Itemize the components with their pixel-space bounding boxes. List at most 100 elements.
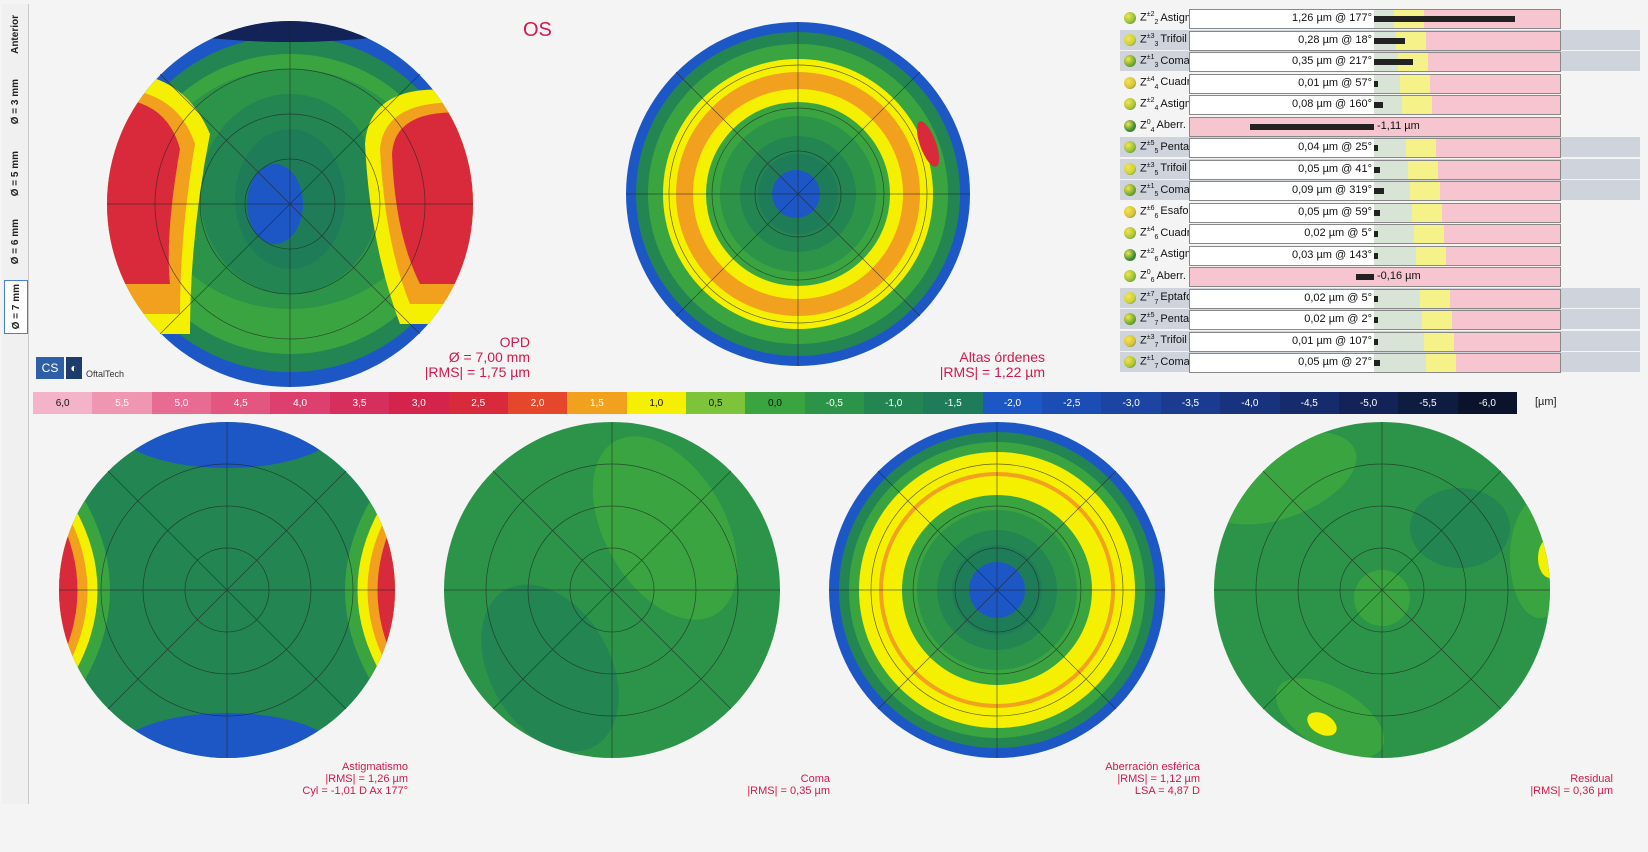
diameter-6mm-label: Ø = 6 mm [9, 219, 21, 265]
diameter-5mm-button[interactable]: Ø = 5 mm [4, 142, 26, 206]
zernike-row[interactable]: Z±55 Pentafoil 0,04 µm @ 25° [1120, 137, 1640, 158]
zernike-order: 6 [1154, 233, 1159, 241]
tolerance-bands [1374, 203, 1560, 222]
tolerance-bands [1374, 74, 1560, 93]
zernike-row[interactable]: Z±66 Esafoil 0,05 µm @ 59° [1120, 202, 1640, 223]
zernike-value-bar: 0,02 µm @ 5° [1189, 288, 1561, 309]
residual-map[interactable] [1210, 418, 1555, 763]
zernike-mode-icon [1124, 356, 1136, 368]
tolerance-band [1444, 225, 1560, 243]
tolerance-band [1452, 311, 1560, 329]
zernike-frequency: ±5 [1146, 312, 1155, 319]
zernike-row[interactable]: Z±17 Coma III 0,05 µm @ 27° [1120, 352, 1640, 373]
zernike-mode-icon [1124, 141, 1136, 153]
tolerance-band [1374, 182, 1410, 200]
magnitude-bar [1374, 37, 1406, 44]
magnitude-bar [1356, 274, 1374, 280]
zernike-row[interactable]: Z±15 Coma II 0,09 µm @ 319° [1120, 180, 1640, 201]
spherical-aberration-map[interactable] [825, 418, 1170, 763]
color-scale: 6,0 5,5 5,0 4,5 4,0 3,5 3,0 2,5 2,0 1,5 1,0 0,5 0,0-… [33, 392, 1517, 414]
scale-step: -4,0 [1220, 392, 1280, 414]
zernike-symbol: Z [1140, 291, 1147, 304]
zernike-symbol: Z [1140, 140, 1147, 153]
zernike-frequency: 0 [1146, 269, 1151, 276]
zernike-value-bar: 0,09 µm @ 319° [1189, 181, 1561, 201]
zernike-row[interactable]: Z±13 Coma 0,35 µm @ 217° [1120, 51, 1640, 72]
zernike-order: 5 [1154, 169, 1159, 177]
zernike-symbol: Z [1140, 162, 1147, 175]
tolerance-bands [1374, 225, 1560, 243]
scale-step: -2,0 [982, 392, 1043, 414]
tolerance-bands [1374, 160, 1560, 179]
zernike-order: 6 [1154, 212, 1159, 220]
zernike-value: 0,01 µm @ 57° [1298, 76, 1372, 89]
zernike-symbol: Z [1140, 248, 1147, 261]
magnitude-bar [1374, 252, 1378, 259]
spherical-caption: Aberración esférica |RMS| = 1,12 µm LSA … [1060, 761, 1200, 797]
zernike-frequency: ±2 [1146, 97, 1155, 104]
tolerance-band [1374, 74, 1400, 93]
astigmatism-rms: |RMS| = 1,26 µm [325, 773, 408, 785]
scale-step: 2,5 [448, 392, 508, 414]
tolerance-band [1414, 225, 1444, 243]
zernike-row[interactable]: Z±57 Pentafoil II 0,02 µm @ 2° [1120, 309, 1640, 330]
surface-anterior-button[interactable]: Anterior [4, 8, 26, 60]
zernike-value: 0,35 µm @ 217° [1292, 55, 1372, 67]
spherical-lsa: LSA = 4,87 D [1134, 785, 1200, 797]
zernike-value-bar: 0,01 µm @ 107° [1189, 331, 1561, 352]
scale-step: -6,0 [1457, 392, 1517, 414]
scale-step: 1,0 [626, 392, 686, 414]
zernike-value-bar: -1,11 µm [1189, 116, 1561, 137]
coma-caption: Coma |RMS| = 0,35 µm [700, 773, 830, 797]
coma-map[interactable] [440, 418, 785, 763]
zernike-frequency: ±5 [1146, 140, 1155, 147]
opd-caption: OPD Ø = 7,00 mm |RMS| = 1,75 µm [400, 335, 530, 380]
zernike-mode-icon [1124, 76, 1136, 89]
zernike-row[interactable]: Z±33 Trifoil 0,28 µm @ 18° [1120, 29, 1640, 51]
zernike-value: 0,01 µm @ 107° [1292, 334, 1372, 347]
zernike-symbol: Z [1140, 54, 1147, 67]
zernike-value: 0,02 µm @ 5° [1304, 227, 1372, 239]
left-toolbar: Anterior Ø = 3 mm Ø = 5 mm Ø = 6 mm Ø = … [2, 4, 29, 804]
zernike-mode-icon [1124, 33, 1136, 46]
residual-caption: Residual |RMS| = 0,36 µm [1480, 773, 1613, 797]
astigmatism-map[interactable] [55, 418, 400, 763]
tolerance-band [1422, 311, 1452, 329]
magnitude-bar [1374, 80, 1378, 87]
higher-order-title: Altas órdenes [959, 349, 1045, 365]
zernike-mode-icon [1124, 270, 1136, 282]
scale-step: -3,0 [1101, 392, 1161, 414]
tolerance-bands [1374, 332, 1560, 351]
diameter-7mm-button[interactable]: Ø = 7 mm [4, 280, 28, 334]
zernike-row[interactable]: Z±35 Trifoil II 0,05 µm @ 41° [1120, 158, 1640, 180]
zernike-row[interactable]: Z±22Astigmatismo1,26 µm @ 177° [1120, 8, 1640, 29]
zernike-row[interactable]: Z±37 Trifoil III 0,01 µm @ 107° [1120, 330, 1640, 352]
diameter-6mm-button[interactable]: Ø = 6 mm [4, 210, 26, 274]
tolerance-band [1426, 31, 1560, 50]
higher-order-caption: Altas órdenes |RMS| = 1,22 µm [895, 350, 1045, 380]
scale-step: -5,5 [1398, 392, 1458, 414]
zernike-symbol: Z [1140, 269, 1147, 282]
tolerance-band [1410, 182, 1440, 200]
tolerance-band [1436, 139, 1560, 157]
opd-map[interactable] [100, 14, 480, 394]
scale-step: 2,0 [507, 392, 568, 414]
tolerance-band [1442, 203, 1560, 222]
higher-order-map[interactable] [618, 14, 978, 374]
zernike-value-bar: 0,28 µm @ 18° [1189, 30, 1561, 51]
eye-label: OS [523, 19, 552, 41]
diameter-3mm-button[interactable]: Ø = 3 mm [4, 70, 26, 134]
zernike-order: 7 [1154, 298, 1159, 306]
zernike-symbol: Z [1140, 119, 1147, 132]
zernike-frequency: ±3 [1146, 32, 1155, 40]
zernike-row[interactable]: Z±24Astigmatismo II0,08 µm @ 160° [1120, 94, 1640, 115]
zernike-value: 0,05 µm @ 27° [1298, 356, 1372, 368]
zernike-row[interactable]: Z±77 Eptafoil 0,02 µm @ 5° [1120, 287, 1640, 309]
zernike-order: 7 [1154, 362, 1159, 370]
zernike-frequency: ±2 [1146, 11, 1155, 18]
zernike-row[interactable]: Z±44 Cuadrifoil 0,01 µm @ 57° [1120, 73, 1640, 94]
